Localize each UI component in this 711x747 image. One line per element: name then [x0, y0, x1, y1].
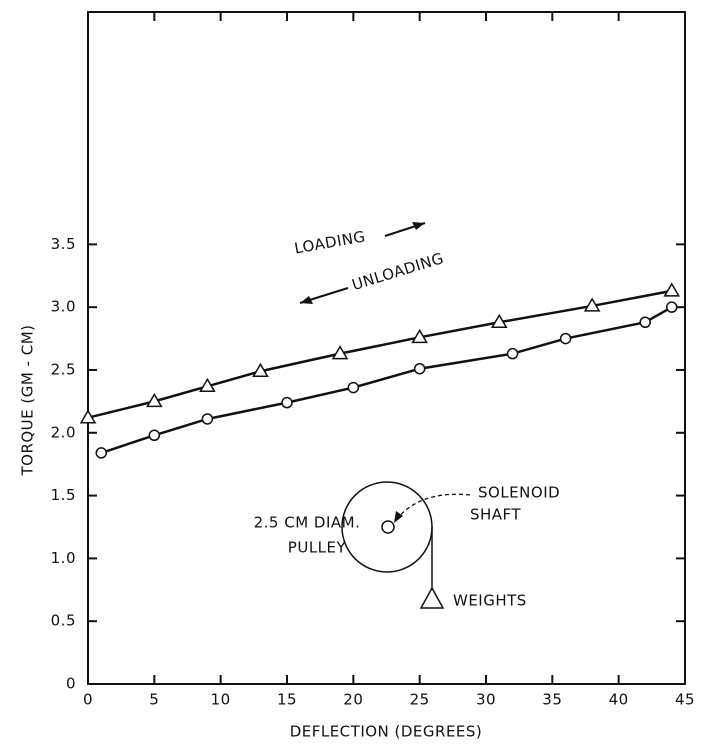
y-axis-label: TORQUE (GM - CM): [19, 324, 37, 476]
fit-line: [87, 289, 672, 419]
x-tick-label: 30: [476, 691, 496, 709]
point: [199, 377, 216, 393]
weight: [419, 586, 445, 609]
annotation: PULLEY: [288, 539, 347, 557]
y-tick-label: 2.0: [51, 423, 76, 441]
point: [331, 345, 349, 360]
arrow-head: [412, 222, 425, 230]
x-tick-label: 45: [675, 691, 695, 709]
x-tick-label: 20: [343, 691, 363, 709]
point: [490, 313, 508, 328]
y-tick-label: 1.0: [51, 549, 76, 567]
x-tick-label: 15: [277, 691, 297, 709]
arrow-head: [300, 296, 313, 304]
shaft: [381, 520, 395, 534]
y-tick-label: 3.0: [51, 298, 76, 316]
x-tick-label: 35: [542, 691, 562, 709]
x-tick-label: 10: [211, 691, 231, 709]
point: [281, 396, 293, 409]
pointer-head: [394, 511, 403, 523]
point: [148, 429, 161, 442]
annotation: SHAFT: [470, 506, 521, 524]
y-tick-label: 1.5: [51, 486, 76, 504]
point: [583, 297, 601, 312]
y-tick-label: 0.5: [51, 612, 76, 630]
annotation: WEIGHTS: [453, 592, 527, 610]
x-tick-label: 40: [609, 691, 629, 709]
point: [559, 332, 572, 345]
series-label: UNLOADING: [350, 249, 446, 294]
series-label: LOADING: [293, 227, 367, 257]
x-tick-label: 5: [149, 691, 159, 709]
point: [146, 392, 163, 408]
point: [252, 362, 269, 377]
y-tick-label: 0: [66, 675, 76, 693]
point: [665, 301, 678, 313]
point: [639, 316, 651, 329]
point: [347, 381, 360, 394]
annotation: SOLENOID: [478, 484, 560, 502]
point: [201, 413, 214, 425]
fit-line: [100, 306, 673, 455]
point: [413, 362, 426, 375]
point: [79, 409, 97, 424]
x-tick-label: 25: [410, 691, 430, 709]
y-tick-label: 2.5: [51, 360, 76, 378]
y-tick-label: 3.5: [51, 235, 76, 253]
point: [95, 447, 108, 459]
x-axis-label: DEFLECTION (DEGREES): [290, 723, 483, 741]
point: [506, 347, 519, 360]
pointer: [395, 493, 471, 521]
annotation: 2.5 CM DIAM.: [254, 514, 361, 532]
point: [663, 282, 681, 297]
pulley-diagram: [341, 481, 471, 609]
plot-frame: [87, 11, 686, 685]
x-tick-label: 0: [83, 691, 93, 709]
point: [411, 328, 428, 344]
